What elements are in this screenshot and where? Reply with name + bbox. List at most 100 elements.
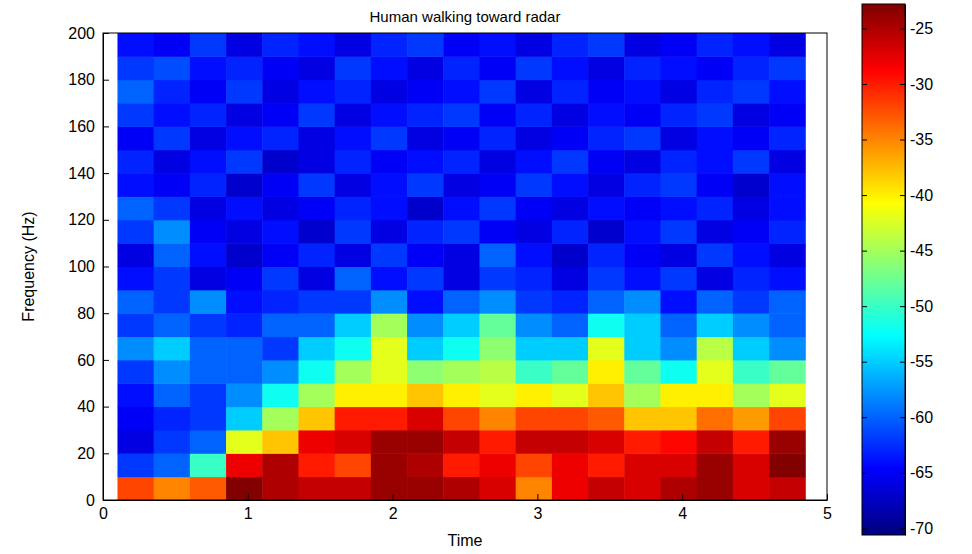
- tick-mark: [900, 306, 905, 307]
- cell: [769, 383, 806, 407]
- cell: [117, 477, 154, 500]
- cell: [262, 313, 299, 337]
- cell: [552, 150, 589, 174]
- cell: [262, 477, 299, 500]
- cell: [516, 126, 553, 150]
- cell: [117, 313, 154, 337]
- cell: [226, 150, 263, 174]
- tick-mark: [900, 84, 905, 85]
- cell: [298, 80, 335, 104]
- cell: [588, 103, 625, 127]
- cell: [154, 243, 191, 267]
- cell: [335, 173, 372, 197]
- cell: [371, 56, 408, 80]
- cell: [262, 453, 299, 477]
- cell: [407, 243, 444, 267]
- cell: [552, 430, 589, 454]
- cell: [733, 103, 770, 127]
- cell: [262, 56, 299, 80]
- cell: [660, 267, 697, 291]
- cell: [624, 173, 661, 197]
- cell: [624, 220, 661, 244]
- cell: [154, 407, 191, 431]
- cell: [117, 360, 154, 384]
- tick-mark: [862, 84, 867, 85]
- cell: [769, 407, 806, 431]
- tick-mark: [862, 362, 867, 363]
- cell: [371, 243, 408, 267]
- cell: [769, 173, 806, 197]
- cell: [516, 33, 553, 57]
- tick-mark: [900, 28, 905, 29]
- tick-label: 60: [77, 352, 95, 369]
- cell: [117, 267, 154, 291]
- cell: [298, 360, 335, 384]
- cell: [117, 173, 154, 197]
- cell: [371, 33, 408, 57]
- tick-label: 5: [823, 505, 832, 522]
- cell: [371, 150, 408, 174]
- cell: [407, 33, 444, 57]
- cell: [697, 430, 734, 454]
- tick: 5: [823, 494, 832, 522]
- cell: [117, 290, 154, 314]
- cell: [588, 267, 625, 291]
- cell: [154, 383, 191, 407]
- tick-label: 2: [389, 505, 398, 522]
- cell: [226, 337, 263, 361]
- cell: [443, 290, 480, 314]
- cell: [298, 477, 335, 500]
- cell: [154, 33, 191, 57]
- cell: [154, 126, 191, 150]
- cell: [552, 267, 589, 291]
- cell: [479, 103, 516, 127]
- cell: [443, 33, 480, 57]
- cell: [226, 56, 263, 80]
- cell: [407, 103, 444, 127]
- tick-mark: [900, 195, 905, 196]
- tick-label: -50: [910, 298, 933, 315]
- cell: [226, 33, 263, 57]
- y-axis: 020406080100120140160180200: [68, 25, 109, 509]
- cell: [407, 313, 444, 337]
- tick-label: -45: [910, 242, 933, 259]
- cell: [298, 196, 335, 220]
- cell: [262, 33, 299, 57]
- cell: [407, 407, 444, 431]
- cell: [226, 430, 263, 454]
- cell: [262, 290, 299, 314]
- cell: [697, 337, 734, 361]
- tick-mark: [103, 173, 109, 174]
- tick: 0: [86, 492, 109, 509]
- cell: [371, 80, 408, 104]
- cell: [190, 243, 227, 267]
- cell: [697, 267, 734, 291]
- tick-label: -70: [910, 520, 933, 537]
- cell: [443, 196, 480, 220]
- tick-label: -55: [910, 353, 933, 370]
- cell: [516, 313, 553, 337]
- cell: [298, 126, 335, 150]
- cell: [190, 453, 227, 477]
- cell: [371, 173, 408, 197]
- cell: [769, 313, 806, 337]
- cell: [552, 337, 589, 361]
- tick-mark: [862, 28, 867, 29]
- cell: [733, 56, 770, 80]
- cell: [624, 196, 661, 220]
- cell: [335, 453, 372, 477]
- tick: -35: [862, 131, 933, 148]
- tick-mark: [862, 195, 867, 196]
- cell: [443, 453, 480, 477]
- cell: [335, 267, 372, 291]
- cell: [371, 126, 408, 150]
- cell: [154, 80, 191, 104]
- cell: [154, 196, 191, 220]
- cell: [516, 477, 553, 500]
- cell: [697, 196, 734, 220]
- cell: [190, 337, 227, 361]
- tick: -30: [862, 76, 933, 93]
- cell: [769, 430, 806, 454]
- cell: [479, 453, 516, 477]
- cell: [479, 220, 516, 244]
